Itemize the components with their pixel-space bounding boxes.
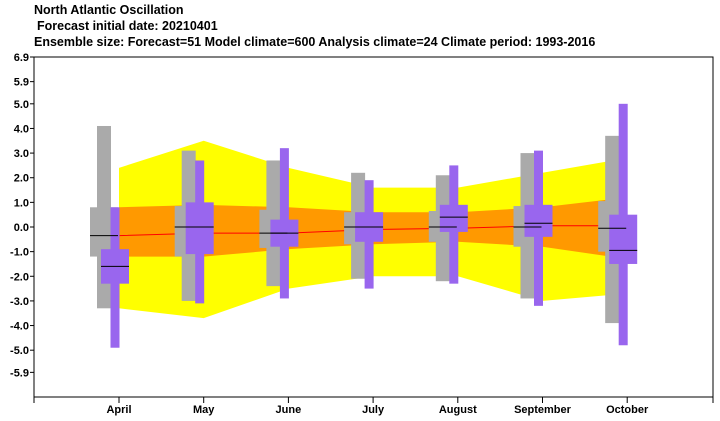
chart-header: North Atlantic Oscillation Forecast init… [34, 2, 595, 50]
chart-title: North Atlantic Oscillation [34, 3, 184, 17]
forecast-box-october [609, 214, 638, 264]
forecast-box-may [185, 202, 214, 255]
y-tick-label: -1.0 [10, 247, 29, 259]
chart-axes: 6.9 5.9 5.0 4.0 3.0 2.0 1.0 0.0 -1.0 -2.0 -3.0 -4.0… [10, 52, 714, 416]
y-tick-label: 3.0 [14, 148, 29, 160]
y-tick-label: 0.0 [14, 222, 29, 234]
y-tick-label: -5.0 [10, 345, 29, 357]
y-tick-label: -3.0 [10, 296, 29, 308]
box-glyphs [90, 103, 638, 348]
y-tick-label: 4.0 [14, 123, 29, 135]
x-tick-label-april: April [106, 404, 131, 416]
x-tick-label-october: October [606, 404, 649, 416]
y-tick-label: 6.9 [14, 52, 29, 64]
y-tick-label: 1.0 [14, 197, 29, 209]
y-tick-label: 5.0 [14, 99, 29, 111]
y-tick-label: -2.0 [10, 271, 29, 283]
chart-subtitle: Forecast initial date: 20210401 [37, 19, 218, 33]
y-tick-label: 2.0 [14, 173, 29, 185]
chart-info: Ensemble size: Forecast=51 Model climate… [34, 35, 596, 49]
y-tick-label: -4.0 [10, 321, 29, 333]
y-tick-label: -5.9 [10, 367, 29, 379]
y-tick-label: 5.9 [14, 77, 29, 89]
x-tick-label-june: June [276, 404, 302, 416]
x-tick-label-september: September [514, 404, 572, 416]
forecast-box-august [439, 204, 468, 232]
forecast-box-september [524, 204, 553, 237]
x-tick-label-august: August [439, 404, 477, 416]
x-tick-label-may: May [193, 404, 215, 416]
x-tick-label-july: July [362, 404, 385, 416]
